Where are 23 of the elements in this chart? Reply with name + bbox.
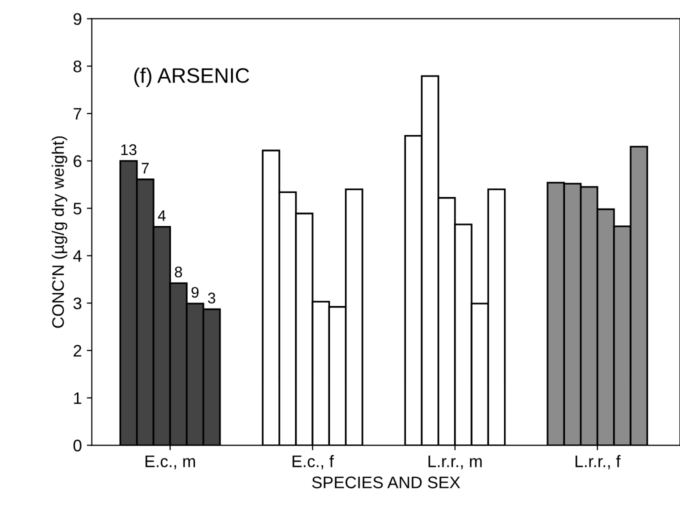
annotation: 8: [174, 266, 182, 278]
x-tick-label: E.c., m: [146, 456, 195, 470]
annotation: (f) ARSENIC: [134, 68, 250, 88]
annotation: 3: [208, 292, 216, 304]
y-tick-label: 6: [74, 155, 82, 168]
y-tick-label: 8: [74, 60, 82, 72]
annotation: 4: [158, 210, 166, 221]
x-tick-label: L.r.r., m: [428, 456, 482, 470]
x-tick-label: E.c., f: [292, 455, 334, 470]
y-tick-label: 3: [73, 297, 82, 310]
x-tick-label: L.r.r., f: [576, 455, 621, 470]
y-tick-label: 7: [74, 108, 82, 120]
annotation: 7: [142, 162, 149, 174]
y-tick-label: 2: [74, 344, 82, 357]
y-tick-label: 0: [73, 440, 82, 452]
annotation: 9: [192, 286, 199, 298]
annotation: 13: [121, 144, 136, 156]
y-tick-label: 5: [73, 202, 82, 215]
y-tick-label: 9: [74, 13, 82, 25]
y-axis-title: CONC'N (µg/g dry weight): [52, 136, 68, 328]
y-tick-label: 4: [73, 250, 82, 262]
y-tick-label: 1: [74, 392, 82, 404]
x-axis-title: SPECIES AND SEX: [312, 476, 460, 488]
